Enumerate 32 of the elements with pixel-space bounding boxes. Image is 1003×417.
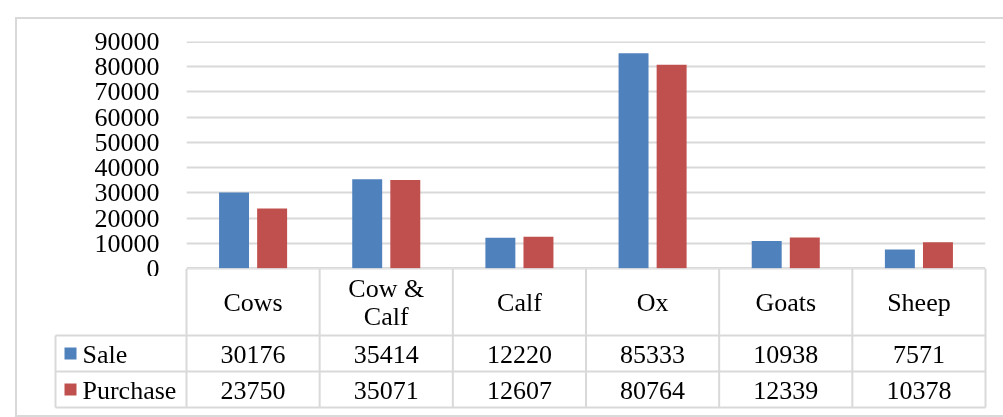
data-label: 35071 bbox=[353, 376, 419, 405]
x-tick-label: Cows bbox=[223, 287, 283, 317]
bar bbox=[922, 242, 953, 269]
bar bbox=[352, 179, 383, 269]
data-label: 10938 bbox=[753, 340, 819, 369]
bar bbox=[789, 237, 820, 269]
data-label: 23750 bbox=[220, 376, 286, 405]
x-tick-label: Calf bbox=[497, 287, 543, 317]
bar bbox=[219, 192, 250, 269]
data-label: 35414 bbox=[353, 340, 419, 369]
bar bbox=[884, 249, 915, 269]
x-tick-label: Goats bbox=[755, 287, 817, 317]
data-label: 12339 bbox=[753, 376, 819, 405]
data-label: 85333 bbox=[620, 340, 686, 369]
x-tick-label: Sheep bbox=[887, 287, 951, 317]
data-label: 30176 bbox=[220, 340, 286, 369]
data-label: 10378 bbox=[886, 376, 952, 405]
bar bbox=[257, 208, 288, 269]
bar bbox=[485, 237, 516, 269]
data-label: 12220 bbox=[486, 340, 552, 369]
data-label: 12607 bbox=[486, 376, 552, 405]
legend-label: Purchase bbox=[82, 376, 177, 405]
data-label: 7571 bbox=[892, 340, 945, 369]
bar bbox=[390, 180, 421, 269]
x-tick-label: Cow & Calf bbox=[348, 273, 425, 331]
data-label: 80764 bbox=[620, 376, 686, 405]
legend-label: Sale bbox=[82, 340, 128, 369]
bar bbox=[656, 64, 687, 269]
bar bbox=[751, 240, 782, 269]
bar bbox=[618, 53, 649, 269]
bar bbox=[523, 236, 554, 269]
x-tick-label: Ox bbox=[636, 287, 669, 317]
